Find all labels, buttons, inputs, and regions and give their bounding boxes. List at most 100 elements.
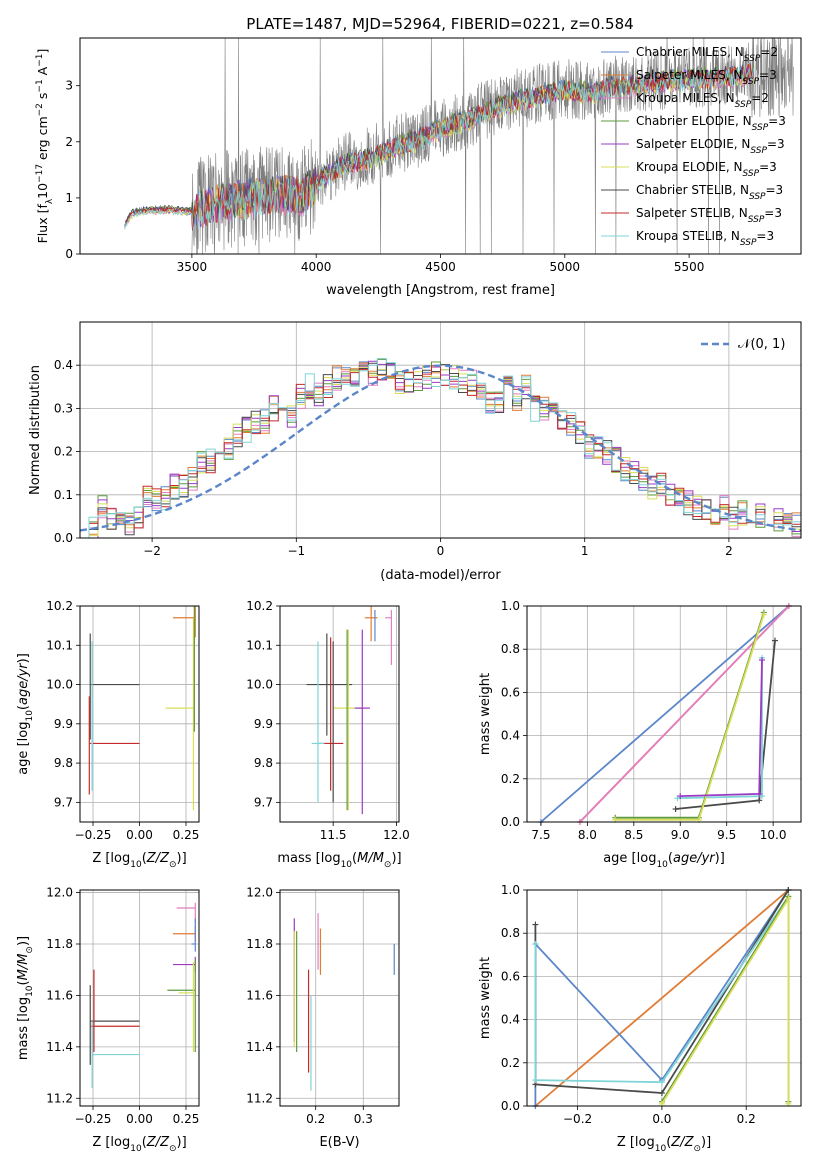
- y-tick-label: 0.6: [501, 969, 520, 983]
- spectrum-panel: 3500 4000 4500 5000 5500 0 1 2 3 wavelength [Angs…: [35, 37, 802, 298]
- y-tick-label: 11.8: [46, 937, 73, 951]
- axes-frame: [279, 889, 400, 1107]
- x-tick-label: −0.25: [75, 828, 112, 842]
- x-tick-label: 1: [581, 544, 589, 558]
- series-line: [661, 893, 790, 1103]
- x-tick-label: 0.2: [306, 1112, 325, 1126]
- y-tick-label: 12.0: [246, 886, 273, 900]
- y-tick-label: 10.2: [246, 599, 273, 613]
- axes-frame: [279, 605, 400, 823]
- series-line: [615, 614, 765, 821]
- y-tick-label: 0.8: [501, 642, 520, 656]
- x-tick-label: 9.0: [671, 828, 690, 842]
- y-axis-label: mass weight: [478, 957, 493, 1039]
- y-tick-label: 11.8: [246, 937, 273, 951]
- x-axis-label: Z [log10(Z/Z⊙)]: [617, 1135, 711, 1154]
- y-tick-label: 9.8: [54, 756, 73, 770]
- x-tick-label: −2: [143, 544, 161, 558]
- legend-entry: Salpeter STELIB, NSSP=3: [636, 206, 782, 225]
- y-tick-label: 10.1: [46, 638, 73, 652]
- x-tick-label: 9.5: [717, 828, 736, 842]
- legend-entry: Salpeter MILES, NSSP=3: [636, 68, 777, 87]
- x-axis-label: Z [log10(Z/Z⊙)]: [92, 1135, 186, 1154]
- legend-entry: Kroupa ELODIE, NSSP=3: [636, 160, 777, 179]
- x-tick-label: 0.00: [126, 828, 153, 842]
- y-tick-label: 0.6: [501, 685, 520, 699]
- x-tick-label: −0.2: [563, 1112, 592, 1126]
- legend-entry: Kroupa MILES, NSSP=2: [636, 91, 769, 110]
- y-tick-label: 10.1: [246, 638, 273, 652]
- y-tick-label: 11.4: [246, 1040, 273, 1054]
- x-tick-label: 0: [437, 544, 445, 558]
- axes-frame: [526, 605, 802, 823]
- y-tick-label: 10.2: [46, 599, 73, 613]
- x-tick-label: 0.2: [737, 1112, 756, 1126]
- figure-title: PLATE=1487, MJD=52964, FIBERID=0221, z=0…: [246, 15, 633, 33]
- y-tick-label: 9.9: [54, 717, 73, 731]
- x-tick-label: 0.0: [652, 1112, 671, 1126]
- y-tick-label: 11.2: [46, 1091, 73, 1105]
- model-spectrum-line: [124, 65, 754, 232]
- mass-vs-z-panel: −0.25 0.00 0.25 11.2 11.4 11.6 11.8 12.0 Z [log1…: [16, 886, 200, 1154]
- normal-curve: [79, 364, 802, 532]
- series-line: [677, 657, 763, 800]
- y-tick-label: 9.8: [254, 756, 273, 770]
- y-tick-label: 0.0: [501, 1099, 520, 1113]
- x-axis-label: Z [log10(Z/Z⊙)]: [92, 851, 186, 870]
- model-spectrum-line: [124, 65, 754, 230]
- legend-entry: Salpeter ELODIE, NSSP=3: [636, 137, 785, 156]
- series-line: [534, 889, 789, 1107]
- series-line: [540, 605, 790, 823]
- y-tick-label: 0.8: [501, 926, 520, 940]
- y-tick-label: 2: [65, 135, 73, 149]
- x-tick-label: −1: [287, 544, 305, 558]
- y-tick-label: 0.4: [501, 729, 520, 743]
- y-tick-label: 1: [65, 191, 73, 205]
- x-tick-label: 8.0: [578, 828, 597, 842]
- x-axis-label: mass [log10(M/M⊙)]: [277, 851, 401, 870]
- x-axis-label: (data-model)/error: [380, 568, 501, 583]
- y-tick-label: 9.7: [254, 795, 273, 809]
- y-tick-label: 0.2: [54, 445, 73, 459]
- y-tick-label: 0.3: [54, 401, 73, 415]
- x-tick-label: 2: [725, 544, 733, 558]
- y-tick-label: 12.0: [46, 886, 73, 900]
- x-tick-label: 5000: [550, 260, 581, 274]
- x-tick-label: 8.5: [624, 828, 643, 842]
- y-axis-label: mass [log10(M/M⊙)]: [16, 936, 35, 1060]
- y-tick-label: 0: [65, 247, 73, 261]
- axes-frame: [526, 889, 802, 1107]
- x-tick-label: 10.0: [760, 828, 787, 842]
- y-tick-label: 11.4: [46, 1040, 73, 1054]
- legend-entry: 𝒩(0, 1): [738, 337, 785, 352]
- residuals-panel: −2 −1 0 1 2 0.0 0.1 0.2 0.3 0.4 (data-model)/error…: [28, 321, 802, 583]
- massweight-vs-age-panel: 7.5 8.0 8.5 9.0 9.5 10.0 0.0 0.2 0.4 0.6 0.8 1.0 age…: [478, 599, 802, 870]
- y-tick-label: 0.2: [501, 772, 520, 786]
- age-vs-z-panel: −0.25 0.00 0.25 9.7 9.8 9.9 10.0 10.1 10.2 Z [log…: [16, 599, 200, 870]
- legend-entry: Chabrier ELODIE, NSSP=3: [636, 114, 786, 133]
- y-tick-label: 1.0: [501, 883, 520, 897]
- x-tick-label: 4000: [301, 260, 332, 274]
- y-tick-label: 11.6: [246, 988, 273, 1002]
- y-axis-label: mass weight: [478, 673, 493, 755]
- x-tick-label: 0.00: [126, 1112, 153, 1126]
- y-tick-label: 0.4: [54, 358, 73, 372]
- x-axis-label: E(B-V): [319, 1135, 359, 1150]
- x-tick-label: 4500: [425, 260, 456, 274]
- y-axis-label: Flux [fλ10−17 erg cm−2 s−1 A−1]: [35, 49, 55, 244]
- x-tick-label: 0.25: [173, 1112, 200, 1126]
- x-tick-label: 12.0: [383, 828, 410, 842]
- x-tick-label: −0.25: [75, 1112, 112, 1126]
- y-tick-label: 0.2: [501, 1056, 520, 1070]
- y-tick-label: 3: [65, 79, 73, 93]
- y-tick-label: 0.0: [54, 531, 73, 545]
- legend-entry: Chabrier MILES, NSSP=2: [636, 45, 778, 64]
- y-tick-label: 0.4: [501, 1013, 520, 1027]
- x-tick-label: 7.5: [531, 828, 550, 842]
- residual-histogram: [80, 358, 801, 538]
- y-axis-label: age [log10(age/yr)]: [16, 653, 35, 775]
- y-axis-label: Normed distribution: [28, 365, 43, 495]
- y-tick-label: 11.2: [246, 1091, 273, 1105]
- y-tick-label: 9.9: [254, 717, 273, 731]
